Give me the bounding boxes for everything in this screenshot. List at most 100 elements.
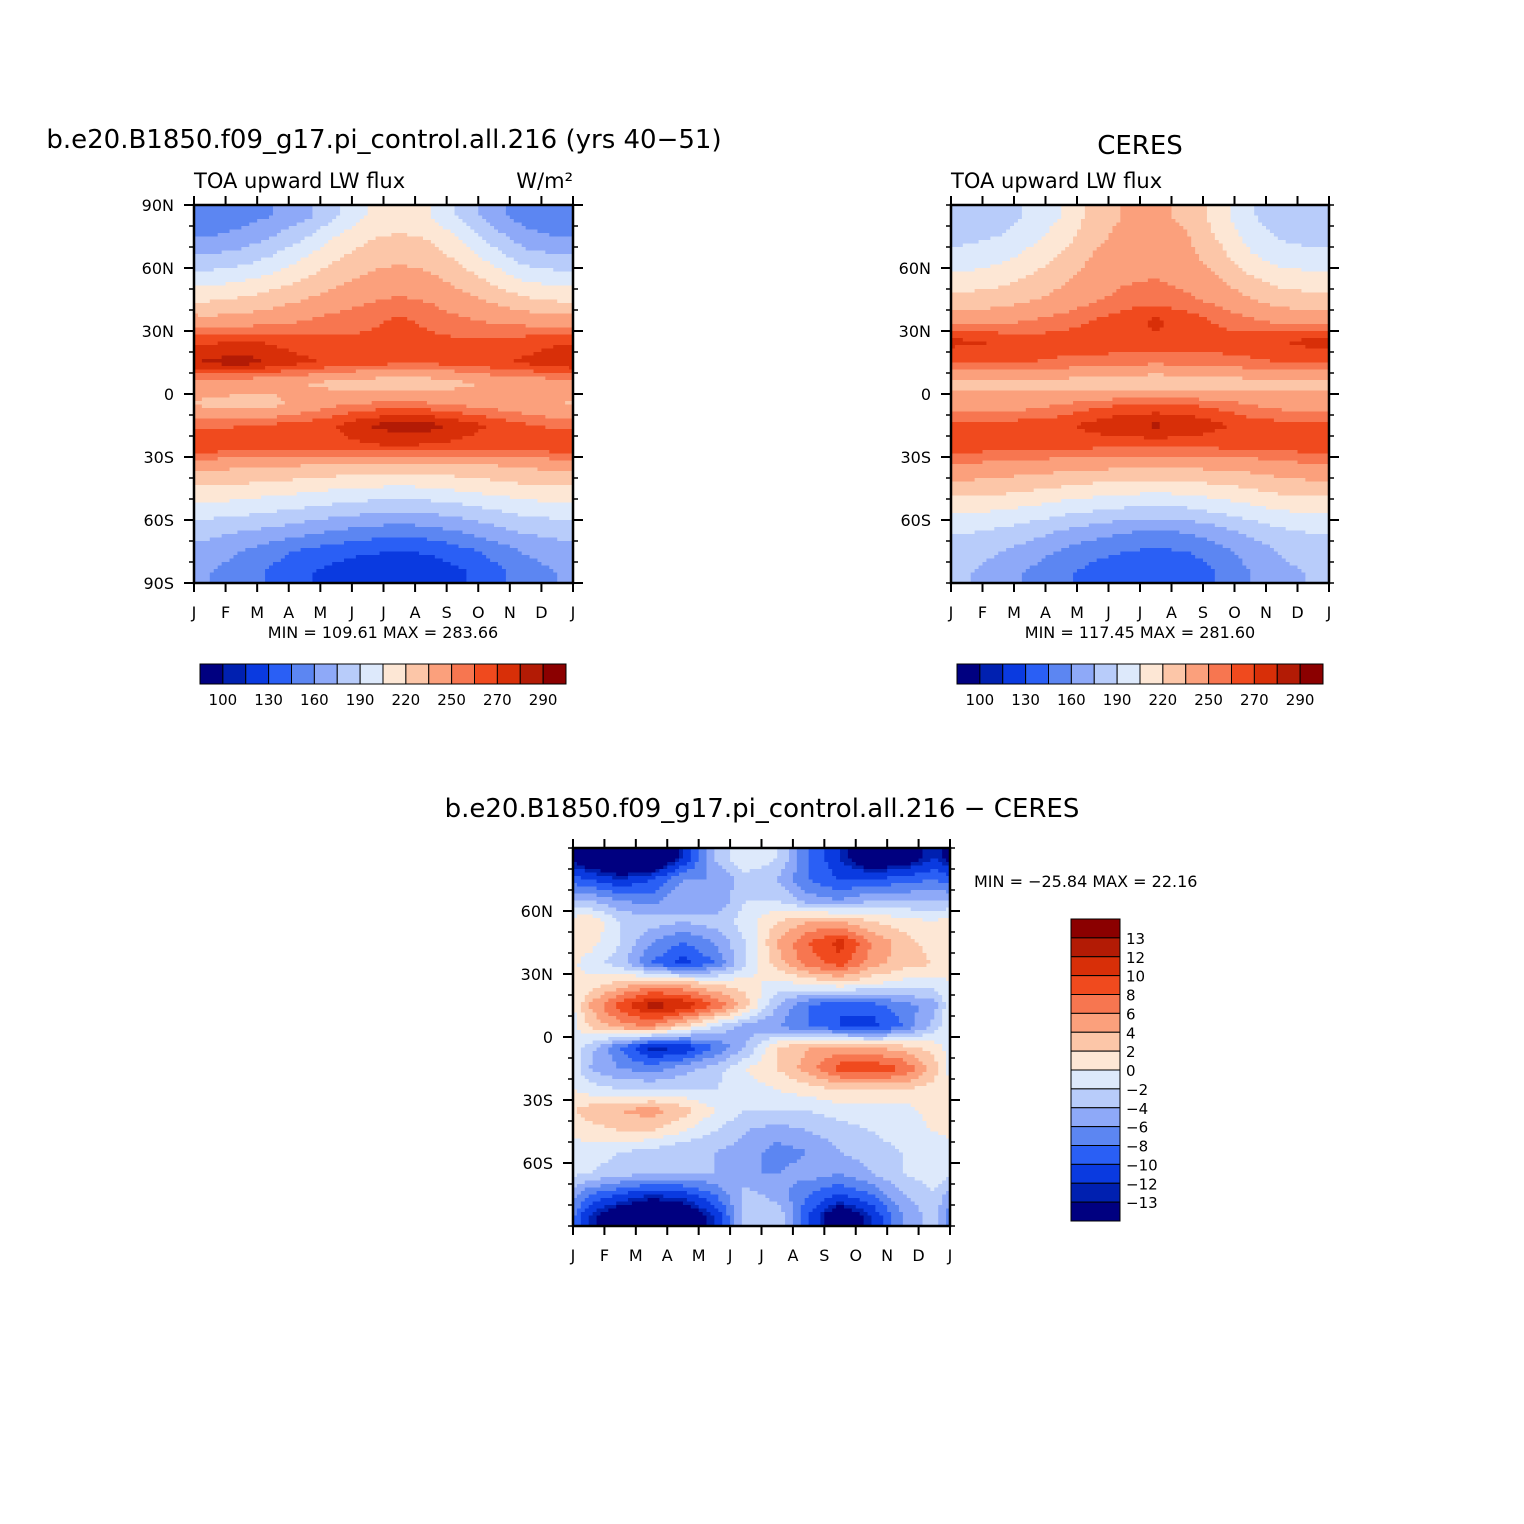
- diff-contour-cell: [682, 851, 692, 856]
- diff-contour-cell: [757, 1002, 770, 1007]
- diff-contour-cell: [741, 1135, 821, 1140]
- diff-contour-cell: [930, 1128, 951, 1133]
- obs-contour-cell: [951, 205, 1023, 210]
- diff-contour-cell: [698, 855, 708, 860]
- model-contour-cell: [525, 226, 574, 231]
- obs-contour-cell: [951, 565, 980, 570]
- diff-contour-cell: [667, 1047, 696, 1052]
- diff-contour-cell: [584, 953, 613, 958]
- diff-contour-cell: [659, 925, 708, 930]
- model-contour-cell: [505, 418, 574, 423]
- diff-contour-cell: [730, 890, 790, 895]
- diff-contour-cell: [643, 1138, 692, 1143]
- diff-contour-cell: [706, 848, 715, 853]
- diff-contour-cell: [573, 974, 637, 979]
- model-contour-cell: [355, 222, 440, 227]
- obs-contour-cell: [1305, 579, 1330, 584]
- obs-contour-cell: [1191, 243, 1224, 248]
- obs-contour-cell: [1108, 233, 1188, 238]
- diff-contour-cell: [580, 1047, 598, 1052]
- obs-contour-cell: [1222, 352, 1330, 357]
- diff-contour-cell: [573, 981, 613, 986]
- obs-contour-cell: [951, 261, 1003, 266]
- model-contour-cell: [194, 366, 266, 371]
- obs-contour-cell: [1258, 215, 1330, 220]
- diff-contour-cell: [655, 1023, 676, 1028]
- diff-contour-cell: [867, 953, 892, 958]
- obs-contour-cell: [1073, 572, 1216, 577]
- diff-colorbar-label: −12: [1126, 1175, 1158, 1193]
- model-x-tick-label: O: [472, 603, 485, 622]
- obs-contour-cell: [1151, 327, 1161, 332]
- diff-contour-cell: [895, 1065, 916, 1070]
- obs-contour-cell: [1218, 324, 1330, 329]
- diff-contour-cell: [840, 949, 857, 954]
- diff-contour-cell: [706, 865, 723, 870]
- model-contour-cell: [194, 383, 310, 388]
- diff-contour-cell: [686, 1072, 723, 1077]
- diff-contour-cell: [573, 1005, 582, 1010]
- diff-contour-cell: [627, 872, 653, 877]
- diff-x-tick-label: N: [881, 1246, 893, 1265]
- obs-contour-cell: [1214, 233, 1240, 238]
- model-contour-cell: [209, 299, 302, 304]
- obs-contour-cell: [1199, 397, 1330, 402]
- model-colorbar-box: [199, 663, 224, 685]
- diff-contour-cell: [934, 1040, 951, 1045]
- diff-contour-cell: [840, 1023, 880, 1028]
- diff-contour-cell: [777, 967, 798, 972]
- model-colorbar-box: [496, 663, 521, 685]
- model-contour-cell: [194, 215, 270, 220]
- model-colorbar-box: [336, 663, 361, 685]
- model-contour-cell: [482, 236, 511, 241]
- model-contour-cell: [292, 478, 491, 483]
- diff-contour-cell: [788, 1009, 810, 1014]
- diff-contour-cell: [624, 998, 645, 1003]
- diff-contour-cell: [663, 953, 704, 958]
- diff-contour-cell: [922, 949, 951, 954]
- diff-contour-cell: [573, 883, 578, 888]
- diff-colorbar-box: [1070, 1201, 1121, 1222]
- diff-contour-cell: [596, 879, 649, 884]
- diff-contour-cell: [698, 851, 708, 856]
- obs-contour-cell: [1120, 285, 1177, 290]
- diff-contour-cell: [808, 1215, 822, 1220]
- diff-contour-cell: [902, 1191, 947, 1196]
- diff-contour-cell: [761, 981, 794, 986]
- obs-contour-cell: [1014, 474, 1275, 479]
- diff-contour-cell: [698, 1194, 719, 1199]
- diff-contour-cell: [612, 876, 629, 881]
- diff-contour-cell: [698, 1187, 723, 1192]
- model-contour-cell: [312, 205, 341, 210]
- diff-contour-cell: [902, 1159, 951, 1164]
- obs-contour-cell: [1222, 243, 1247, 248]
- diff-contour-cell: [871, 946, 892, 951]
- obs-contour-cell: [1045, 534, 1114, 539]
- model-contour-cell: [328, 240, 369, 245]
- diff-y-tick-label: 60N: [521, 902, 553, 921]
- diff-contour-cell: [816, 928, 849, 933]
- diff-contour-cell: [800, 1068, 822, 1073]
- diff-contour-cell: [679, 1037, 692, 1042]
- diff-colorbar-label: −4: [1126, 1100, 1148, 1118]
- diff-contour-cell: [573, 904, 609, 909]
- model-contour-cell: [549, 457, 574, 462]
- model-contour-cell: [422, 268, 468, 273]
- diff-contour-cell: [946, 1135, 951, 1140]
- model-colorbar-label: 290: [529, 691, 558, 709]
- diff-contour-cell: [600, 1198, 629, 1203]
- diff-contour-cell: [749, 1037, 770, 1042]
- diff-contour-cell: [627, 953, 645, 958]
- obs-contour-cell: [1254, 317, 1330, 322]
- diff-colorbar-label: −10: [1126, 1156, 1158, 1174]
- diff-contour-cell: [659, 1198, 688, 1203]
- obs-contour-cell: [1250, 355, 1330, 360]
- obs-contour-cell: [951, 285, 999, 290]
- model-contour-cell: [446, 541, 499, 546]
- diff-contour-cell: [930, 960, 951, 965]
- obs-contour-cell: [1234, 226, 1267, 231]
- diff-contour-cell: [702, 1212, 712, 1217]
- diff-contour-cell: [757, 953, 770, 958]
- diff-contour-cell: [942, 1019, 951, 1024]
- diff-contour-cell: [773, 1142, 782, 1147]
